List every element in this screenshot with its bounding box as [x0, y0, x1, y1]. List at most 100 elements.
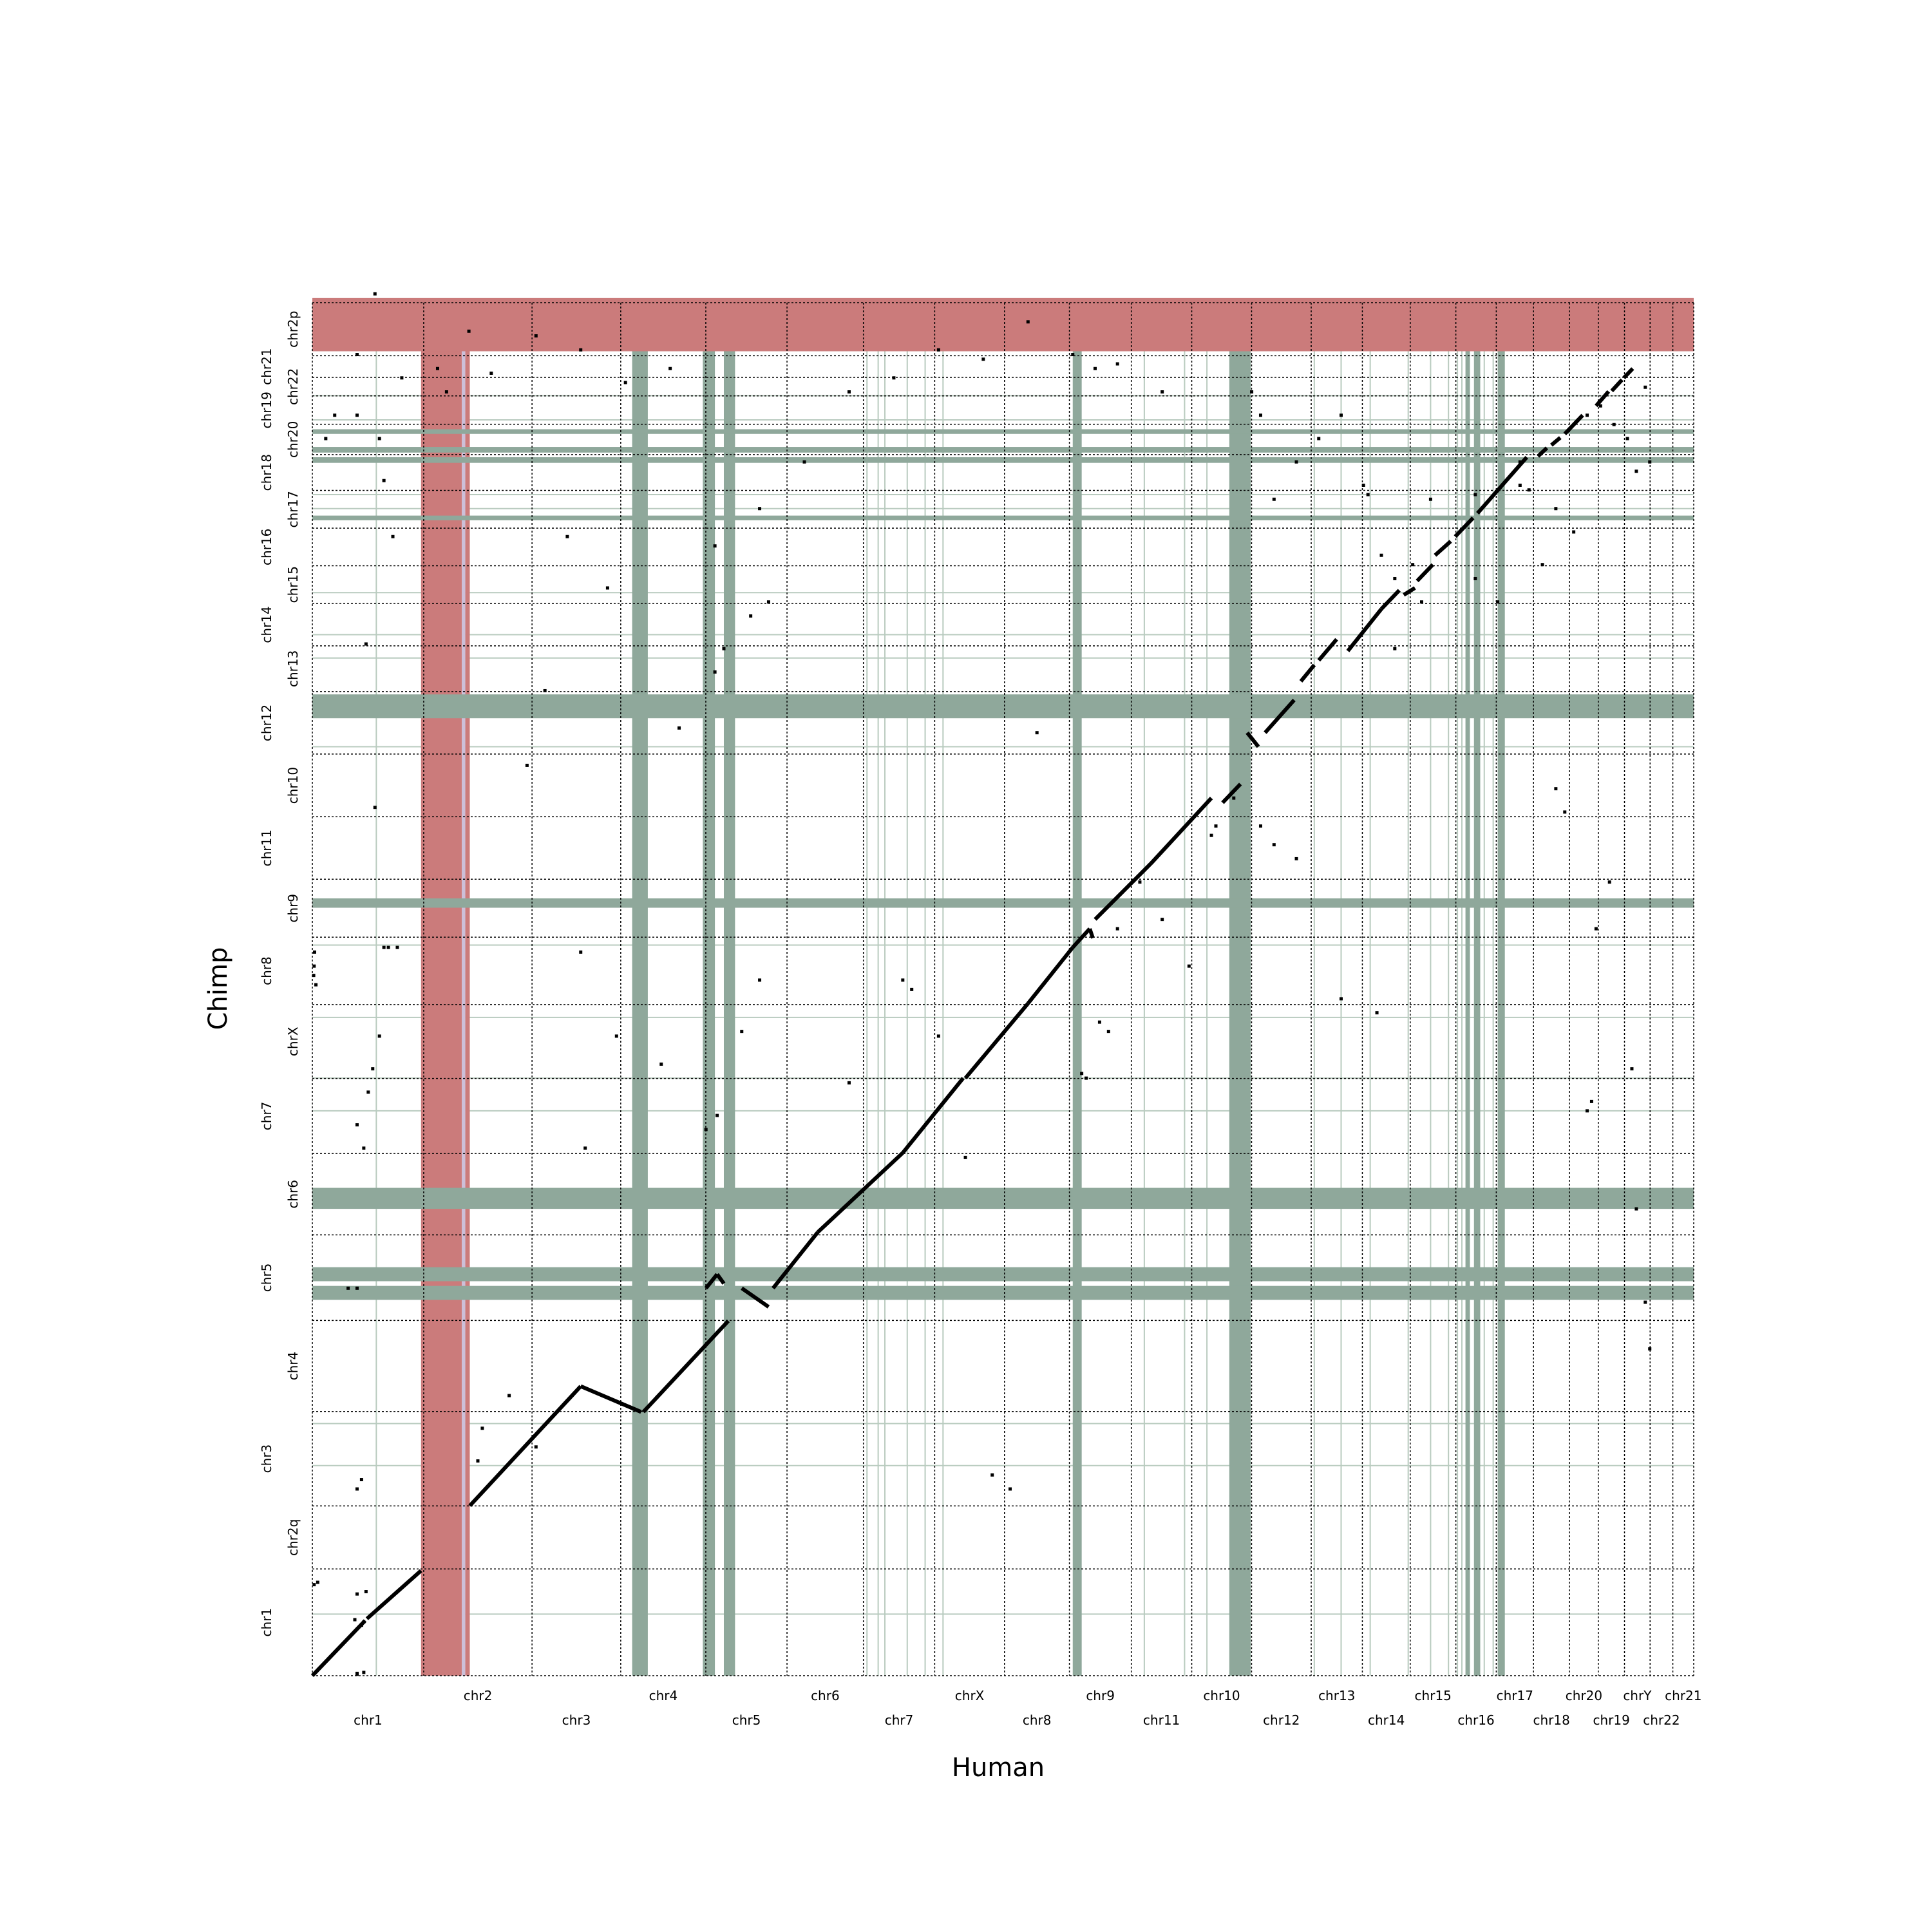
alignment-point: [1272, 843, 1276, 847]
alignment-point: [1411, 563, 1415, 567]
y-tick-label: chrX: [285, 1027, 301, 1056]
alignment-segments: [310, 367, 1634, 1678]
alignment-point: [314, 983, 318, 987]
alignment-point: [1648, 460, 1652, 464]
alignment-point: [910, 987, 914, 991]
alignment-point: [1379, 553, 1383, 557]
alignment-point: [1612, 422, 1616, 426]
alignment-point: [1634, 469, 1638, 473]
alignment-point: [395, 945, 399, 949]
x-tick-label: chr6: [811, 1688, 840, 1703]
y-tick-label: chr10: [285, 767, 301, 804]
y-tick-label: chr4: [285, 1352, 301, 1381]
highlight-band-x: [1497, 303, 1505, 1676]
x-tick-label: chrX: [955, 1688, 985, 1703]
alignment-point: [963, 1155, 967, 1159]
alignment-point: [1232, 796, 1236, 800]
x-tick-label: chr20: [1566, 1688, 1602, 1703]
alignment-point: [758, 978, 762, 982]
alignment-point: [1035, 731, 1039, 735]
alignment-segment: [1026, 946, 1075, 1005]
alignment-point: [1138, 880, 1142, 884]
x-tick-label: chr2: [464, 1688, 493, 1703]
highlight-band-y: [312, 1285, 1694, 1300]
x-tick-label: chr13: [1318, 1688, 1355, 1703]
alignment-point: [1648, 1347, 1652, 1351]
alignment-point: [1554, 507, 1558, 511]
highlight-band-y: [312, 447, 1694, 453]
alignment-point: [565, 535, 569, 538]
highlight-band-x: [1072, 303, 1082, 1676]
x-tick-label: chr5: [732, 1712, 761, 1728]
alignment-point: [355, 1592, 359, 1596]
alignment-point: [1563, 810, 1567, 814]
alignment-point: [1589, 1099, 1593, 1103]
alignment-point: [1160, 918, 1164, 922]
alignment-point: [847, 1081, 851, 1084]
highlight-band-x: [465, 303, 470, 1676]
alignment-point: [346, 1286, 350, 1290]
alignment-segment: [580, 1384, 642, 1414]
alignment-segment: [310, 1619, 367, 1678]
alignment-point: [355, 353, 359, 357]
alignment-point: [1393, 576, 1397, 580]
alignment-segment: [741, 1286, 770, 1309]
alignment-point: [324, 437, 328, 440]
alignment-point: [1420, 600, 1424, 604]
alignment-point: [1473, 576, 1477, 580]
alignment-point: [467, 329, 471, 333]
alignment-point: [382, 945, 386, 949]
alignment-point: [579, 950, 583, 954]
alignment-point: [1630, 1067, 1634, 1071]
alignment-point: [1594, 927, 1598, 931]
y-tick-label: chr17: [285, 491, 301, 527]
alignment-point: [722, 647, 726, 650]
alignment-point: [476, 1459, 480, 1463]
x-tick-label: chr9: [1086, 1688, 1115, 1703]
alignment-point: [1428, 497, 1432, 501]
alignment-point: [1294, 460, 1298, 464]
alignment-segment: [1264, 698, 1296, 734]
alignment-point: [1317, 437, 1321, 440]
alignment-point: [1160, 390, 1164, 394]
alignment-point: [507, 1394, 511, 1397]
alignment-segment: [1071, 927, 1092, 949]
alignment-segment: [1317, 638, 1338, 662]
alignment-segment: [1403, 586, 1416, 597]
alignment-point: [1026, 320, 1030, 324]
alignment-point: [312, 964, 316, 968]
alignment-point: [1361, 483, 1365, 487]
highlight-band-x: [461, 303, 466, 1676]
alignment-point: [391, 535, 395, 538]
alignment-point: [758, 507, 762, 511]
alignment-point: [373, 806, 377, 810]
alignment-point: [1272, 497, 1276, 501]
alignment-point: [990, 1473, 994, 1477]
alignment-point: [355, 1286, 359, 1290]
alignment-point: [1106, 1030, 1110, 1034]
y-tick-label: chr18: [259, 454, 274, 491]
highlight-band-y: [312, 429, 1694, 434]
y-tick-label: chr5: [259, 1264, 274, 1293]
x-tick-label: chr18: [1533, 1712, 1569, 1728]
alignment-point: [489, 372, 493, 375]
alignment-segment: [1416, 563, 1435, 583]
x-tick-label: chr12: [1263, 1712, 1300, 1728]
alignment-point: [1294, 857, 1298, 860]
alignment-point: [677, 726, 681, 730]
alignment-point: [936, 1034, 940, 1038]
x-tick-label: chr15: [1415, 1688, 1452, 1703]
alignment-point: [1209, 833, 1213, 837]
alignment-point: [1625, 437, 1629, 440]
alignment-point: [713, 544, 717, 548]
alignment-point: [1250, 390, 1254, 394]
alignment-point: [1393, 647, 1397, 650]
highlight-band-y: [312, 457, 1694, 463]
x-axis-title: Human: [952, 1753, 1045, 1783]
y-tick-label: chr2p: [285, 311, 301, 348]
alignment-point: [1527, 488, 1531, 492]
alignment-point: [359, 1478, 363, 1482]
alignment-point: [847, 390, 851, 394]
highlight-band-x: [1465, 303, 1470, 1676]
